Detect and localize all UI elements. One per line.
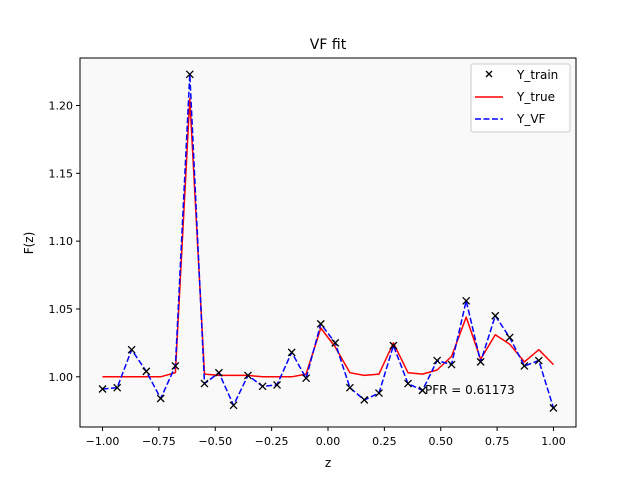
plot-frame [79,57,577,428]
chart-title: VF fit [310,37,347,53]
x-tick-label: 0.00 [316,435,341,448]
x-axis-label: z [325,456,331,470]
x-tick-label: −0.25 [255,435,289,448]
x-tick-label: 0.50 [428,435,453,448]
y-tick-label: 1.10 [49,235,74,248]
legend-marker-x-icon [485,70,493,78]
pfr-annotation: PFR = 0.61173 [425,383,515,397]
x-tick-label: 0.75 [485,435,510,448]
y-tick-label: 1.00 [49,371,74,384]
y-train-point [549,404,558,412]
y-train-point [185,70,194,79]
series-y-vf-line [102,73,555,409]
y-axis-label: F(z) [22,232,36,255]
y-train-point [404,379,412,388]
y-train-point [98,385,107,393]
y-train-point [156,394,165,403]
y-train-point [273,380,282,389]
y-train-point [302,374,311,383]
legend-label-y-true: Y_true [516,90,555,104]
x-tick-label: 0.25 [372,435,397,448]
y-tick-label: 1.20 [49,99,74,112]
legend: Y_train Y_true Y_VF [470,63,571,133]
y-train-point [345,383,354,392]
y-train-point [316,319,325,328]
y-tick-label: 1.15 [49,167,74,180]
y-train-point [171,361,180,370]
y-tick-label: 1.05 [49,303,74,316]
y-train-point [520,361,529,370]
y-train-point [491,311,500,320]
x-tick-label: −0.50 [198,435,232,448]
y-train-point [505,333,514,342]
y-train-point [374,389,383,398]
y-train-point [142,367,151,376]
y-train-point [244,371,252,380]
y-train-point [113,383,122,392]
legend-label-y-vf: Y_VF [516,112,546,126]
x-tick-label: 1.00 [541,435,566,448]
y-train-point [433,356,442,365]
legend-box [470,63,571,133]
y-train-point [462,296,471,305]
y-train-point [287,348,296,357]
y-train-point [360,395,369,404]
y-train-point [200,379,209,388]
y-train-point [331,338,340,347]
y-train-point [214,368,223,377]
y-train-point [418,386,427,395]
legend-label-y-train: Y_train [516,68,558,82]
series-layer [98,70,558,412]
y-train-point [229,401,238,410]
y-train-point [258,382,267,391]
y-train-point [447,360,456,369]
y-train-point [127,345,136,354]
x-tick-label: −0.75 [142,435,176,448]
x-tick-label: −1.00 [86,435,120,448]
y-train-point [389,341,398,350]
y-train-point [476,357,485,366]
y-train-point [534,356,543,365]
axes-layer: −1.00 −0.75 −0.50 −0.25 0.00 0.25 0.50 0.75 1.00… [49,99,566,448]
